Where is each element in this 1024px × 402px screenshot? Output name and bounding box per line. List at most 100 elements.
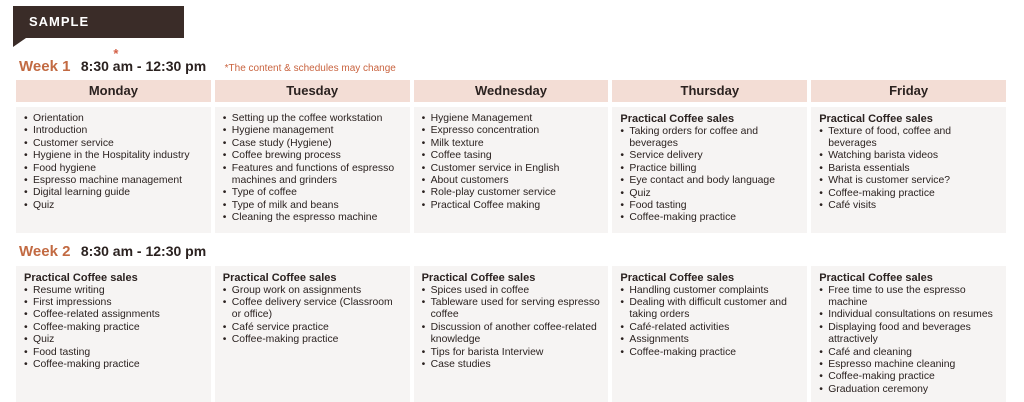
activity-list: Group work on assignmentsCoffee delivery… xyxy=(223,285,402,347)
cell-title: Practical Coffee sales xyxy=(819,272,933,284)
activity-item: Coffee-making practice xyxy=(223,334,402,347)
activity-item: Practice billing xyxy=(620,163,799,176)
activity-item: Quiz xyxy=(24,334,203,347)
activity-list: Free time to use the espresso machineInd… xyxy=(819,285,998,397)
activity-item: Coffee-making practice xyxy=(24,359,203,372)
activity-item: Features and functions of espresso machi… xyxy=(223,163,402,188)
activity-item: First impressions xyxy=(24,297,203,310)
activity-item: Setting up the coffee workstation xyxy=(223,113,402,126)
week-1-header: Week 1 8:30 am - 12:30 pm *The content &… xyxy=(19,58,396,76)
activity-item: Barista essentials xyxy=(819,163,998,176)
day-header-wednesday: Wednesday xyxy=(413,80,609,102)
activity-item: Case studies xyxy=(422,359,601,372)
activity-item: Food tasting xyxy=(620,200,799,213)
activity-item: Watching barista videos xyxy=(819,150,998,163)
activity-item: About customers xyxy=(422,175,601,188)
activity-item: Customer service in English xyxy=(422,163,601,176)
activity-item: Café and cleaning xyxy=(819,347,998,360)
cell-title: Practical Coffee sales xyxy=(24,272,138,284)
schedule-cell-friday: Practical Coffee salesFree time to use t… xyxy=(811,266,1006,402)
activity-item: Case study (Hygiene) xyxy=(223,138,402,151)
cell-title: Practical Coffee sales xyxy=(819,113,933,125)
day-header-monday: Monday xyxy=(16,80,211,102)
activity-item: Tableware used for serving espresso coff… xyxy=(422,297,601,322)
activity-item: Coffee-making practice xyxy=(24,322,203,335)
timetable-banner: SAMPLE TIMETABLE * xyxy=(13,6,184,61)
activity-item: Hygiene management xyxy=(223,125,402,138)
activity-item: Café-related activities xyxy=(620,322,799,335)
week-2-row: Practical Coffee salesResume writingFirs… xyxy=(16,266,1006,402)
schedule-cell-tuesday: Setting up the coffee workstationHygiene… xyxy=(214,107,410,233)
activity-item: Eye contact and body language xyxy=(620,175,799,188)
schedule-cell-monday: OrientationIntroductionCustomer serviceH… xyxy=(16,107,211,233)
activity-item: Food hygiene xyxy=(24,163,203,176)
activity-item: Discussion of another coffee-related kno… xyxy=(422,322,601,347)
activity-item: Coffee-related assignments xyxy=(24,309,203,322)
activity-item: Espresso machine cleaning xyxy=(819,359,998,372)
activity-item: Handling customer complaints xyxy=(620,285,799,298)
activity-item: Coffee brewing process xyxy=(223,150,402,163)
activity-item: Orientation xyxy=(24,113,203,126)
cell-title: Practical Coffee sales xyxy=(222,272,337,284)
activity-item: Quiz xyxy=(620,188,799,201)
week-label: Week 1 xyxy=(19,58,71,75)
activity-item: Food tasting xyxy=(24,347,203,360)
cell-title: Practical Coffee sales xyxy=(421,272,536,284)
schedule-cell-wednesday: Hygiene ManagementExpresso concentration… xyxy=(413,107,609,233)
activity-list: Hygiene ManagementExpresso concentration… xyxy=(422,113,601,213)
activity-item: Expresso concentration xyxy=(422,125,601,138)
activity-item: Espresso machine management xyxy=(24,175,203,188)
activity-item: Assignments xyxy=(620,334,799,347)
activity-list: OrientationIntroductionCustomer serviceH… xyxy=(24,113,203,213)
activity-item: Taking orders for coffee and beverages xyxy=(620,126,799,151)
activity-item: What is customer service? xyxy=(819,175,998,188)
activity-list: Spices used in coffeeTableware used for … xyxy=(422,285,601,372)
activity-item: Cleaning the espresso machine xyxy=(223,212,402,225)
activity-list: Resume writingFirst impressionsCoffee-re… xyxy=(24,285,203,372)
activity-item: Texture of food, coffee and beverages xyxy=(819,126,998,151)
activity-list: Texture of food, coffee and beveragesWat… xyxy=(819,126,998,213)
activity-item: Digital learning guide xyxy=(24,187,203,200)
schedule-cell-monday: Practical Coffee salesResume writingFirs… xyxy=(16,266,211,402)
activity-item: Type of milk and beans xyxy=(223,200,402,213)
activity-item: Displaying food and beverages attractive… xyxy=(819,322,998,347)
activity-item: Role-play customer service xyxy=(422,187,601,200)
activity-item: Spices used in coffee xyxy=(422,285,601,298)
activity-item: Coffee delivery service (Classroom or of… xyxy=(223,297,402,322)
activity-item: Individual consultations on resumes xyxy=(819,309,998,322)
activity-item: Milk texture xyxy=(422,138,601,151)
activity-list: Setting up the coffee workstationHygiene… xyxy=(223,113,402,225)
activity-item: Coffee-making practice xyxy=(819,371,998,384)
week-1-row: OrientationIntroductionCustomer serviceH… xyxy=(16,107,1006,233)
day-header-tuesday: Tuesday xyxy=(214,80,410,102)
banner-asterisk: * xyxy=(113,46,120,61)
week-time: 8:30 am - 12:30 pm xyxy=(80,243,207,259)
activity-list: Taking orders for coffee and beveragesSe… xyxy=(620,126,799,226)
activity-item: Hygiene Management xyxy=(422,113,601,126)
day-header-friday: Friday xyxy=(811,80,1006,102)
activity-item: Free time to use the espresso machine xyxy=(819,285,998,310)
activity-list: Handling customer complaintsDealing with… xyxy=(620,285,799,360)
activity-item: Dealing with difficult customer and taki… xyxy=(620,297,799,322)
activity-item: Group work on assignments xyxy=(223,285,402,298)
activity-item: Type of coffee xyxy=(223,187,402,200)
day-header-thursday: Thursday xyxy=(612,80,808,102)
week-label: Week 2 xyxy=(19,243,71,260)
activity-item: Practical Coffee making xyxy=(422,200,601,213)
week-time: 8:30 am - 12:30 pm xyxy=(80,58,207,74)
activity-item: Graduation ceremony xyxy=(819,384,998,397)
activity-item: Coffee-making practice xyxy=(819,188,998,201)
activity-item: Quiz xyxy=(24,200,203,213)
schedule-cell-friday: Practical Coffee salesTexture of food, c… xyxy=(811,107,1006,233)
activity-item: Café visits xyxy=(819,200,998,213)
activity-item: Café service practice xyxy=(223,322,402,335)
activity-item: Tips for barista Interview xyxy=(422,347,601,360)
schedule-cell-tuesday: Practical Coffee salesGroup work on assi… xyxy=(214,266,410,402)
cell-title: Practical Coffee sales xyxy=(620,113,735,125)
week-2-header: Week 2 8:30 am - 12:30 pm xyxy=(19,243,206,261)
schedule-note: *The content & schedules may change xyxy=(224,63,396,74)
activity-item: Customer service xyxy=(24,138,203,151)
activity-item: Service delivery xyxy=(620,150,799,163)
cell-title: Practical Coffee sales xyxy=(620,272,735,284)
activity-item: Coffee-making practice xyxy=(620,212,799,225)
